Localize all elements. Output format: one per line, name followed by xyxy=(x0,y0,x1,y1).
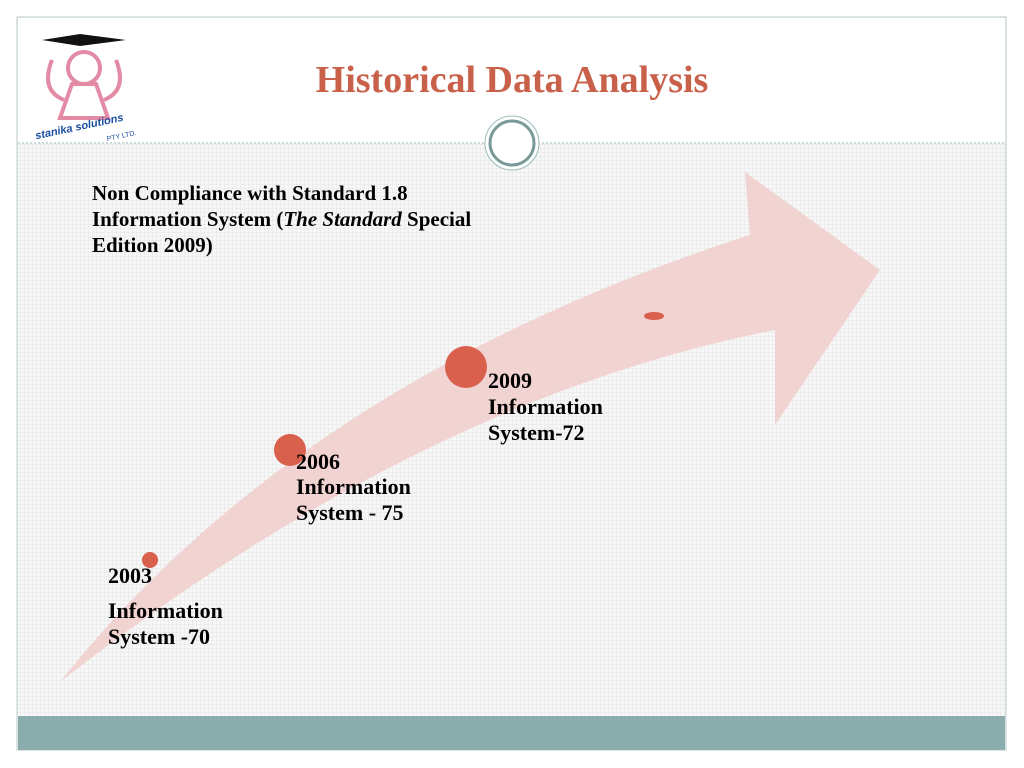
growth-arrow xyxy=(60,172,880,682)
milestone-label: Information System -70 xyxy=(108,598,223,649)
footer-bar xyxy=(18,716,1005,750)
milestone-year: 2009 xyxy=(488,368,532,393)
ornament-inner xyxy=(488,119,536,167)
note-italic: The Standard xyxy=(283,207,402,231)
milestone-label: Information System-72 xyxy=(488,394,603,445)
logo xyxy=(30,30,142,140)
note-text: Non Compliance with Standard 1.8 Informa… xyxy=(92,181,408,231)
note-text: Special Edition 2009) xyxy=(92,207,472,257)
milestone-dot xyxy=(445,346,487,388)
milestone-year: 2003 xyxy=(108,563,152,588)
milestone-dot xyxy=(644,312,664,320)
milestone-year: 2006 xyxy=(296,449,340,474)
milestone-dot xyxy=(274,434,306,466)
milestone-label: Information System - 75 xyxy=(296,474,411,525)
note: Non Compliance with Standard 1.8 Informa… xyxy=(92,180,492,258)
slide-title: Historical Data Analysis xyxy=(315,59,709,101)
milestone-dot xyxy=(142,552,158,568)
